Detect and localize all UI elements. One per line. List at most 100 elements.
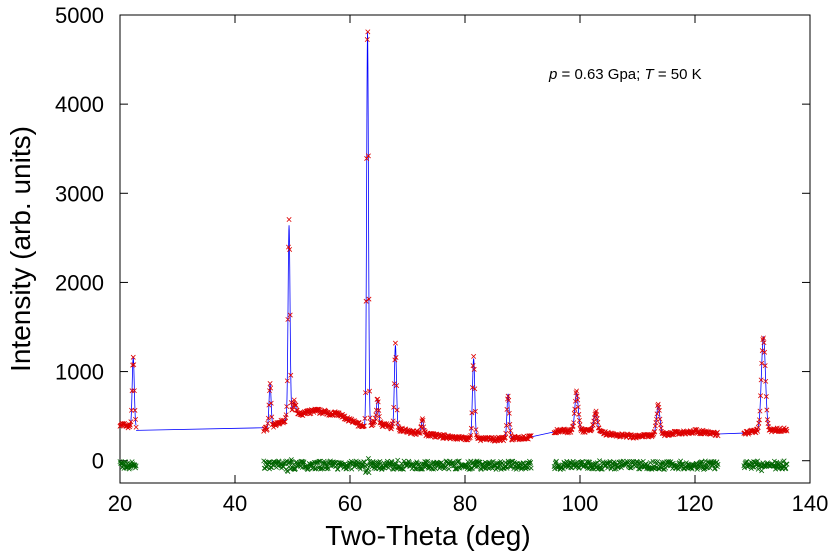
difference-point — [453, 466, 459, 472]
x-axis-title: Two-Theta (deg) — [325, 520, 530, 551]
observed-point — [417, 430, 423, 436]
observed-point — [288, 372, 294, 378]
observed-point — [656, 407, 662, 413]
observed-point — [376, 407, 382, 413]
observed-point — [267, 381, 273, 387]
observed-point — [366, 296, 372, 302]
observed-point — [364, 37, 370, 43]
x-tick-label: 60 — [338, 491, 362, 516]
observed-point — [654, 411, 660, 417]
observed-point — [291, 397, 297, 403]
difference-point — [647, 460, 653, 466]
difference-point — [349, 466, 355, 472]
observed-point — [420, 417, 426, 423]
axis-tick-labels: 20 40 60 80 100 120 140 0 1000 2000 3000 4000 5000 — [55, 3, 828, 516]
difference-point — [456, 458, 462, 464]
difference-point — [371, 460, 377, 466]
observed-point — [284, 378, 290, 384]
observed-point — [468, 425, 474, 431]
annotation-t-symbol: T — [645, 66, 656, 83]
annotation-text: p = 0.63 Gpa; T = 50 K — [548, 66, 702, 83]
difference-point — [469, 465, 475, 471]
observed-point — [759, 348, 765, 354]
observed-point — [784, 428, 790, 434]
observed-point — [576, 411, 582, 417]
difference-point — [636, 460, 642, 466]
difference-point — [495, 465, 501, 471]
difference-point — [317, 458, 323, 464]
difference-point — [335, 466, 341, 472]
observed-point — [130, 354, 136, 360]
observed-point — [756, 417, 762, 423]
observed-point — [127, 424, 133, 430]
observed-point — [365, 153, 371, 159]
observed-point — [395, 420, 401, 426]
difference-point — [300, 459, 306, 465]
observed-point — [417, 429, 423, 435]
difference-point — [699, 459, 705, 465]
observed-point — [473, 427, 479, 433]
difference-point — [433, 466, 439, 472]
observed-point — [572, 406, 578, 412]
axis-ticks — [119, 14, 811, 483]
difference-point — [783, 465, 789, 471]
x-tick-label: 40 — [223, 491, 247, 516]
observed-point — [419, 416, 425, 422]
annotation-p-symbol: p — [548, 66, 557, 83]
difference-point — [528, 459, 534, 465]
observed-point — [267, 388, 272, 394]
observed-point — [470, 363, 476, 369]
observed-point — [571, 411, 577, 416]
observed-point — [468, 432, 474, 438]
observed-point — [471, 366, 477, 372]
observed-point — [471, 353, 477, 359]
observed-point — [285, 316, 291, 322]
observed-point — [376, 413, 382, 419]
y-tick-label: 2000 — [55, 270, 104, 295]
y-axis-title: Intensity (arb. units) — [5, 126, 36, 372]
y-tick-label: 3000 — [55, 181, 104, 206]
observed-point — [469, 384, 475, 390]
observed-point — [375, 399, 381, 405]
difference-point — [755, 458, 761, 464]
x-tick-label: 120 — [677, 491, 714, 516]
observed-point — [760, 335, 766, 341]
observed-point — [571, 420, 577, 426]
observed-point — [286, 217, 292, 223]
observed-point — [293, 402, 299, 408]
difference-point — [624, 459, 630, 465]
observed-point — [652, 428, 658, 434]
y-tick-label: 0 — [92, 449, 104, 474]
difference-point — [365, 455, 371, 461]
difference-point — [504, 465, 510, 471]
difference-point — [122, 459, 128, 465]
observed-point — [394, 383, 400, 389]
observed-point — [761, 340, 767, 346]
difference-point — [715, 461, 721, 467]
difference-point — [521, 460, 527, 466]
observed-point — [763, 394, 769, 399]
difference-point — [714, 459, 720, 465]
observed-point — [466, 435, 472, 441]
observed-point — [574, 388, 580, 394]
difference-point — [301, 459, 307, 465]
observed-point — [133, 416, 139, 422]
difference-point — [761, 462, 767, 468]
observed-point — [367, 415, 373, 421]
observed-point — [269, 414, 275, 420]
calculated-line — [263, 32, 532, 440]
difference-point — [395, 457, 401, 463]
observed-point — [393, 355, 399, 360]
difference-point — [287, 459, 293, 465]
difference-point — [389, 459, 395, 465]
difference-point — [528, 465, 534, 471]
observed-point — [594, 412, 600, 418]
difference-point — [319, 466, 325, 472]
observed-point — [472, 408, 478, 414]
observed-point — [573, 390, 579, 396]
observed-point — [373, 412, 379, 418]
difference-point — [678, 458, 684, 464]
difference-point — [553, 458, 559, 464]
observed-point — [755, 428, 761, 434]
